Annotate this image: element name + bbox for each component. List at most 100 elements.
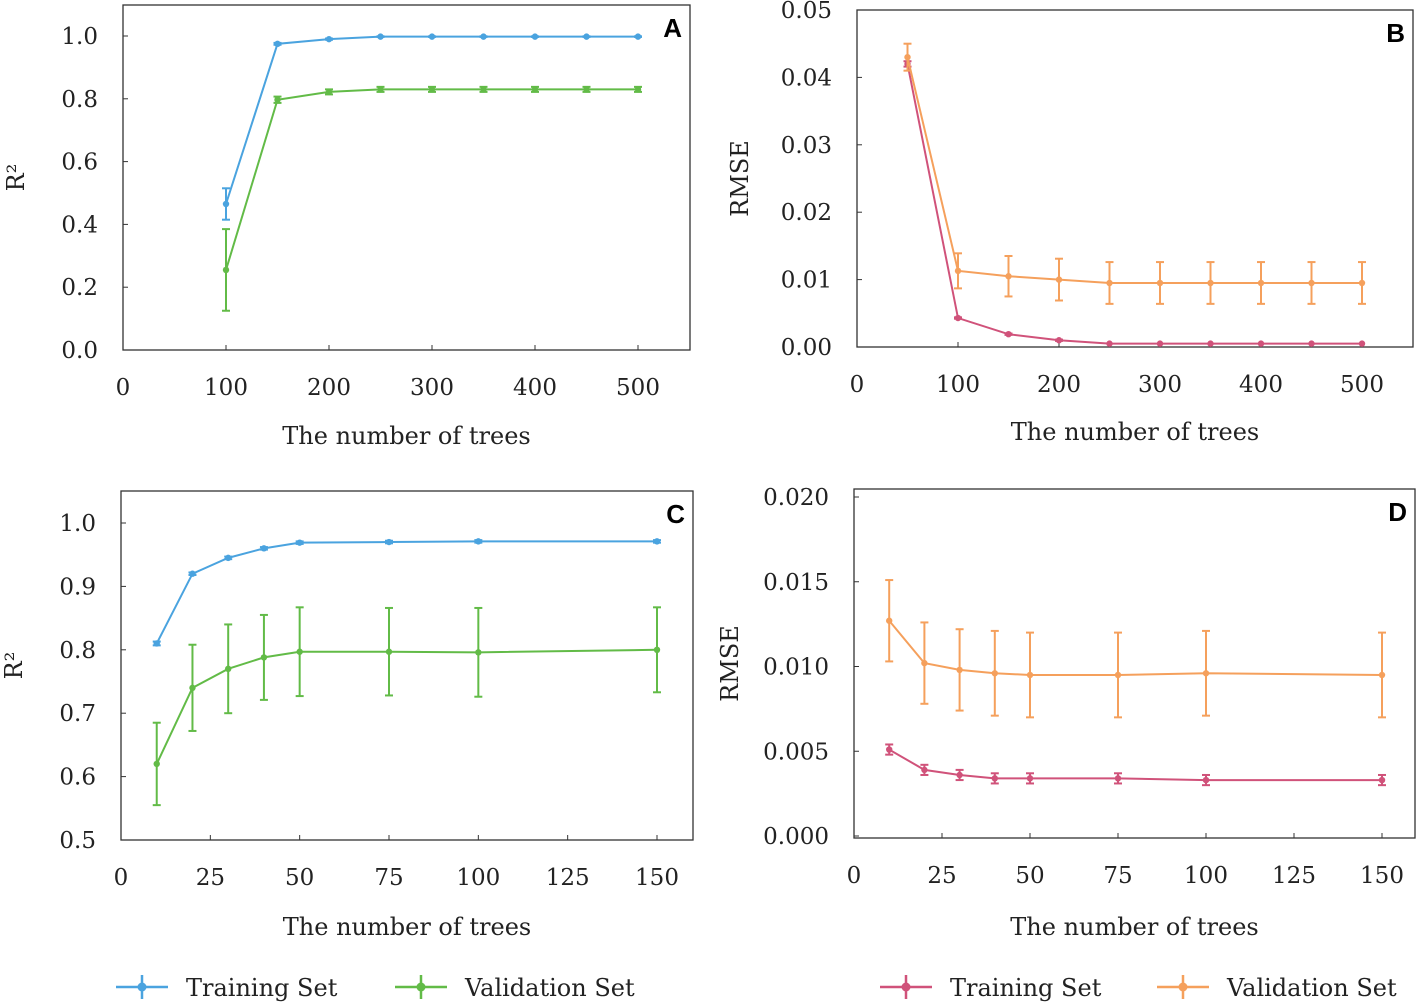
- panel-label: D: [1388, 497, 1407, 527]
- data-point: [480, 86, 487, 93]
- data-point: [531, 33, 539, 40]
- data-point: [296, 539, 303, 546]
- series-training-set: [885, 743, 1386, 787]
- y-axis-label: R²: [2, 164, 30, 192]
- x-tick-label: 500: [616, 375, 660, 401]
- y-axis-label: RMSE: [726, 140, 754, 217]
- data-point: [921, 766, 928, 774]
- x-tick-label: 200: [1037, 372, 1081, 398]
- y-tick-label: 0.6: [61, 150, 98, 176]
- x-tick-label: 400: [1239, 372, 1283, 398]
- y-tick-label: 0.04: [781, 65, 832, 91]
- data-point: [1378, 671, 1386, 679]
- x-tick-label: 50: [285, 865, 314, 891]
- x-tick-label: 300: [1138, 372, 1182, 398]
- y-tick-label: 1.0: [61, 24, 98, 50]
- data-point: [1308, 279, 1315, 287]
- data-point: [153, 760, 160, 768]
- y-tick-label: 0.9: [59, 574, 96, 600]
- series-training-set: [222, 33, 642, 221]
- data-point: [1005, 330, 1012, 338]
- data-point: [1257, 340, 1265, 347]
- plot-frame: [853, 488, 1416, 839]
- x-tick-label: 100: [936, 372, 980, 398]
- y-tick-label: 0.4: [61, 212, 98, 238]
- y-tick-label: 0.010: [763, 655, 829, 681]
- data-point: [222, 266, 230, 274]
- x-tick-label: 300: [410, 375, 454, 401]
- data-point: [954, 314, 962, 322]
- x-tick-label: 0: [847, 863, 862, 889]
- legend-train-marker: [137, 982, 147, 992]
- series-line: [155, 540, 657, 644]
- data-point: [886, 617, 893, 624]
- x-tick-label: 25: [196, 865, 225, 891]
- legend-val-marker: [416, 982, 426, 992]
- series-validation-set: [903, 42, 1366, 305]
- series-validation-set: [152, 606, 661, 807]
- data-point: [583, 33, 590, 40]
- legend-train-label: Training Set: [950, 974, 1102, 1002]
- series-line: [225, 35, 638, 205]
- x-tick-label: 75: [374, 865, 403, 891]
- data-point: [1378, 776, 1386, 784]
- y-tick-label: 0.8: [61, 87, 98, 113]
- data-point: [1106, 279, 1113, 287]
- series-validation-set: [222, 85, 642, 312]
- data-point: [1202, 670, 1210, 677]
- data-point: [1026, 671, 1034, 679]
- series-training-set: [903, 60, 1366, 347]
- data-point: [274, 40, 281, 48]
- series-line: [888, 620, 1383, 676]
- data-point: [428, 86, 436, 93]
- y-tick-label: 0.020: [763, 485, 829, 511]
- data-point: [274, 96, 281, 103]
- y-tick-label: 0.00: [781, 335, 832, 361]
- data-point: [385, 538, 393, 546]
- data-point: [634, 86, 642, 93]
- y-tick-label: 0.2: [61, 275, 98, 301]
- x-tick-label: 400: [513, 375, 557, 401]
- series-validation-set: [885, 579, 1386, 719]
- x-tick-label: 500: [1340, 372, 1384, 398]
- data-point: [225, 665, 232, 673]
- data-point: [1114, 671, 1122, 679]
- data-point: [475, 538, 482, 545]
- legend-train-marker: [901, 982, 911, 992]
- x-tick-label: 25: [927, 863, 956, 889]
- x-tick-label: 125: [546, 865, 590, 891]
- data-point: [531, 86, 539, 93]
- x-tick-label: 200: [307, 375, 351, 401]
- data-point: [1358, 340, 1366, 347]
- data-point: [956, 666, 963, 674]
- y-tick-label: 0.8: [59, 638, 96, 664]
- x-tick-label: 100: [456, 865, 500, 891]
- data-point: [1207, 340, 1214, 347]
- x-tick-label: 0: [114, 865, 129, 891]
- panel-a: 0 100 200 300 400 500 0.0 0.2 0.4 0.6 0.8 1.0 The nu…: [2, 4, 691, 450]
- data-point: [475, 649, 482, 656]
- y-tick-label: 0.6: [59, 765, 96, 791]
- y-tick-label: 0.5: [59, 828, 96, 854]
- series-line: [888, 748, 1382, 782]
- panel-b: 0 100 200 300 400 500 0.00 0.01 0.02 0.03 0.04 0.05…: [726, 0, 1414, 446]
- series-line: [906, 63, 1362, 345]
- x-tick-label: 100: [204, 375, 248, 401]
- data-point: [1257, 279, 1265, 287]
- data-point: [956, 771, 963, 779]
- panel-label: A: [663, 13, 682, 43]
- data-point: [189, 570, 196, 577]
- x-axis-label: The number of trees: [1011, 418, 1259, 446]
- legend-right: Training Set Validation Set: [880, 974, 1397, 1002]
- data-point: [991, 670, 998, 677]
- y-axis-label: RMSE: [716, 625, 744, 702]
- panel-c: 0 25 50 75 100 125 150 0.5 0.6 0.7 0.8 0.9 1.0 The nu…: [0, 490, 694, 941]
- data-point: [260, 545, 268, 552]
- data-point: [886, 746, 893, 753]
- y-tick-label: 0.015: [763, 570, 829, 596]
- y-tick-label: 0.000: [763, 824, 829, 850]
- series-line: [155, 648, 658, 765]
- data-point: [1207, 279, 1214, 287]
- data-point: [1055, 276, 1063, 283]
